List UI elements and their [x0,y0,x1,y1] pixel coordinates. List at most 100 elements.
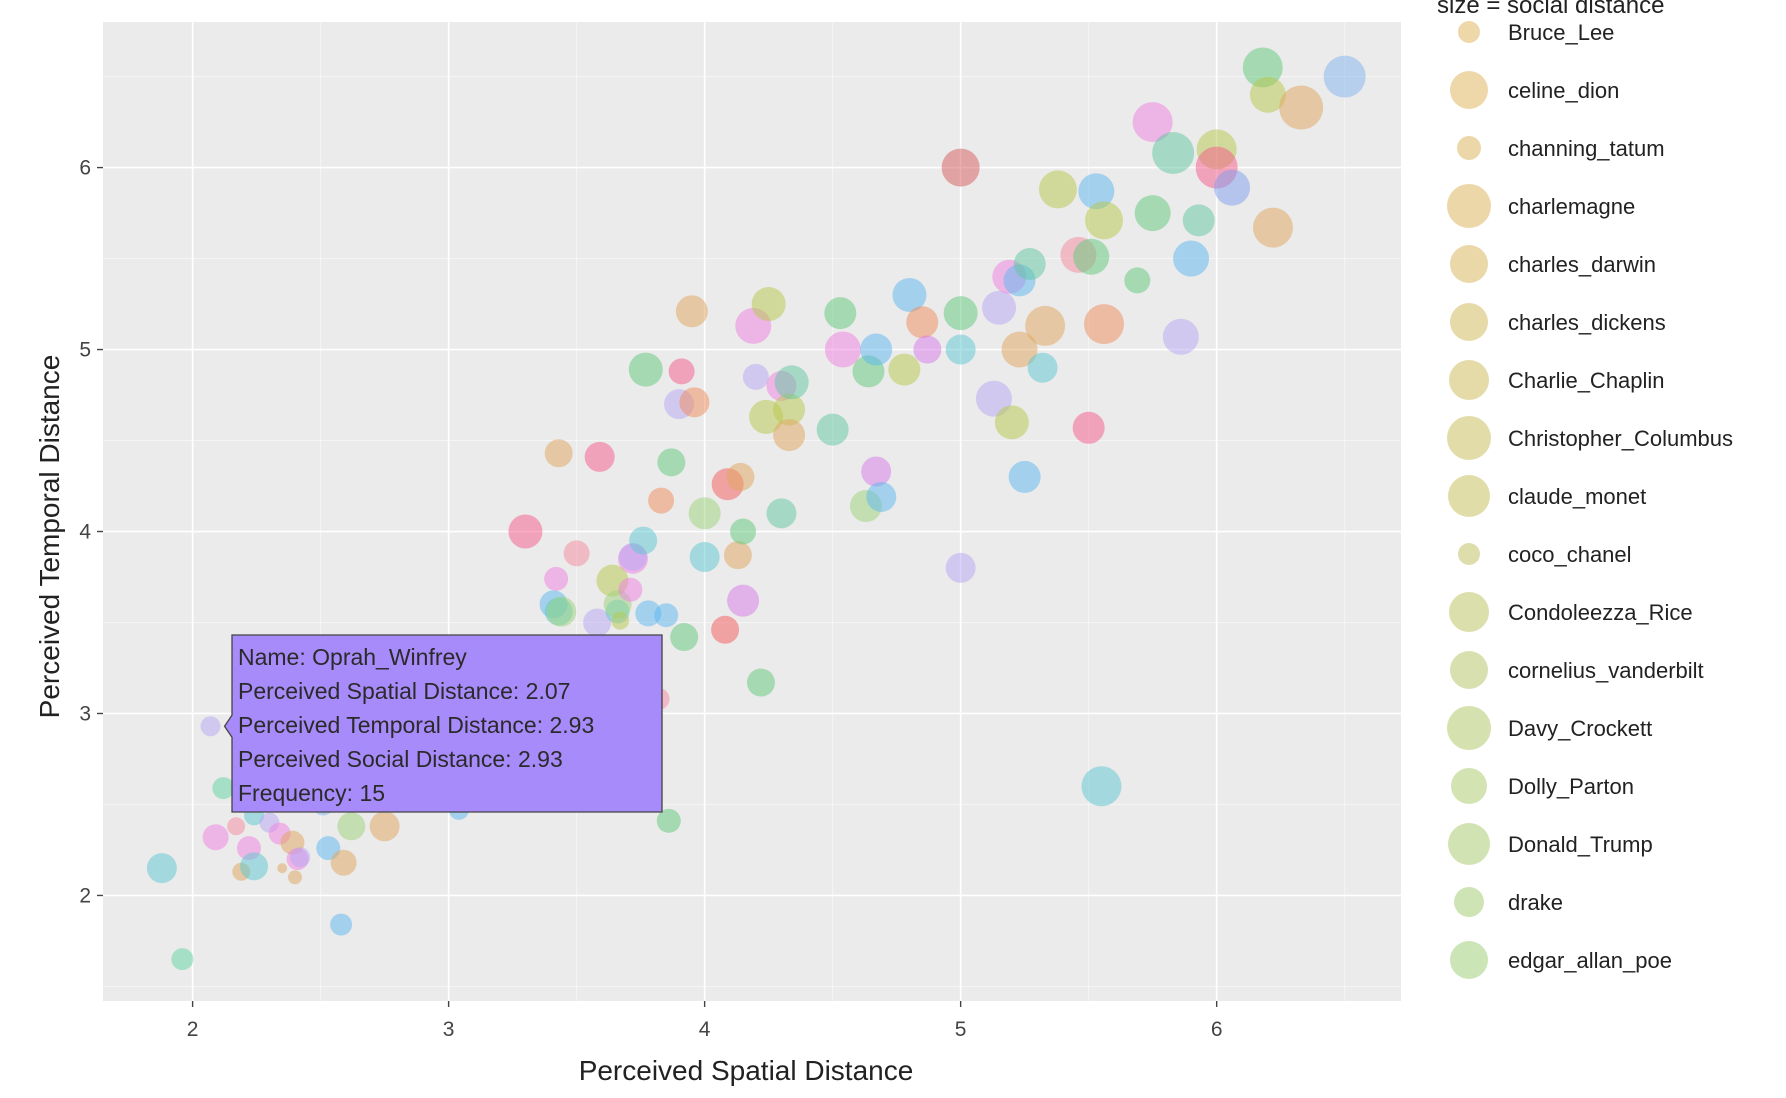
legend-item-label[interactable]: channing_tatum [1508,136,1665,161]
data-point[interactable] [330,913,353,936]
data-point[interactable] [1132,102,1173,143]
data-point[interactable] [544,439,573,468]
data-point[interactable] [337,812,366,841]
data-point[interactable] [1081,766,1122,807]
data-point[interactable] [1134,195,1171,232]
data-point[interactable] [945,334,976,365]
data-point[interactable] [1162,318,1199,355]
data-point[interactable] [994,405,1029,440]
data-point[interactable] [544,566,569,591]
data-point[interactable] [746,668,775,697]
data-point[interactable] [654,603,679,628]
data-point[interactable] [906,306,939,339]
data-point[interactable] [1008,460,1041,493]
data-point[interactable] [688,497,721,530]
data-point[interactable] [629,526,658,555]
legend-item-label[interactable]: Bruce_Lee [1508,20,1614,45]
data-point[interactable] [1124,267,1151,294]
data-point[interactable] [742,363,769,390]
legend-item-label[interactable]: Condoleezza_Rice [1508,600,1693,625]
data-point[interactable] [726,462,755,491]
data-point[interactable] [1214,169,1251,206]
legend-item-label[interactable]: celine_dion [1508,78,1619,103]
data-point[interactable] [584,441,615,472]
data-point[interactable] [774,365,809,400]
data-point[interactable] [200,716,221,737]
data-point[interactable] [913,335,942,364]
data-point[interactable] [628,352,663,387]
data-point[interactable] [1027,352,1058,383]
data-point[interactable] [290,847,311,868]
data-point[interactable] [773,419,806,452]
data-point[interactable] [583,608,612,637]
data-point[interactable] [866,481,897,512]
legend-item-label[interactable]: Donald_Trump [1508,832,1653,857]
data-point[interactable] [711,615,740,644]
data-point[interactable] [508,514,543,549]
legend-item-label[interactable]: charles_darwin [1508,252,1656,277]
data-point[interactable] [1252,207,1293,248]
data-point[interactable] [888,353,921,386]
data-point[interactable] [723,541,752,570]
data-point[interactable] [1152,132,1195,175]
data-point[interactable] [689,541,720,572]
data-point[interactable] [824,297,857,330]
data-point[interactable] [892,277,927,312]
legend-item-label[interactable]: edgar_allan_poe [1508,948,1672,973]
data-point[interactable] [1038,170,1077,209]
data-point[interactable] [1025,305,1066,346]
legend-item-label[interactable]: Davy_Crockett [1508,716,1652,741]
legend-item-label[interactable]: charles_dickens [1508,310,1666,335]
data-point[interactable] [860,333,893,366]
data-point[interactable] [171,948,194,971]
data-point[interactable] [816,413,849,446]
data-point[interactable] [1173,240,1210,277]
data-point[interactable] [227,817,246,836]
data-point[interactable] [943,296,978,331]
data-point[interactable] [1279,85,1324,130]
data-point[interactable] [1323,55,1366,98]
data-point[interactable] [330,849,357,876]
legend-item-label[interactable]: Dolly_Parton [1508,774,1634,799]
legend-item-label[interactable]: Christopher_Columbus [1508,426,1733,451]
data-point[interactable] [1013,248,1046,281]
data-point[interactable] [369,811,400,842]
data-point[interactable] [751,287,786,322]
legend-item-label[interactable]: Charlie_Chaplin [1508,368,1665,393]
data-point[interactable] [730,518,757,545]
data-point[interactable] [945,552,976,583]
data-point[interactable] [941,148,980,187]
data-point[interactable] [146,853,177,884]
data-point[interactable] [1182,204,1215,237]
data-point[interactable] [288,870,303,885]
data-point[interactable] [563,540,590,567]
legend-item-label[interactable]: drake [1508,890,1563,915]
data-point[interactable] [1078,173,1115,210]
data-point[interactable] [618,577,643,602]
data-point[interactable] [1073,238,1110,275]
data-point[interactable] [727,584,760,617]
data-point[interactable] [670,623,699,652]
data-point[interactable] [679,387,710,418]
data-point[interactable] [240,852,269,881]
data-point[interactable] [202,824,229,851]
legend-item-label[interactable]: coco_chanel [1508,542,1632,567]
data-point[interactable] [1085,201,1124,240]
data-point[interactable] [975,380,1012,417]
data-point[interactable] [675,295,708,328]
data-point[interactable] [635,600,662,627]
data-point[interactable] [982,290,1017,325]
legend-item-label[interactable]: cornelius_vanderbilt [1508,658,1704,683]
data-point[interactable] [648,487,675,514]
data-point[interactable] [773,393,806,426]
data-point[interactable] [546,596,577,627]
data-point[interactable] [1072,411,1105,444]
data-point[interactable] [657,448,686,477]
legend-item-label[interactable]: charlemagne [1508,194,1635,219]
data-point[interactable] [766,498,797,529]
data-point[interactable] [1249,76,1286,113]
legend-item-label[interactable]: claude_monet [1508,484,1646,509]
data-point[interactable] [1084,304,1125,345]
data-point[interactable] [611,611,630,630]
data-point[interactable] [824,331,861,368]
